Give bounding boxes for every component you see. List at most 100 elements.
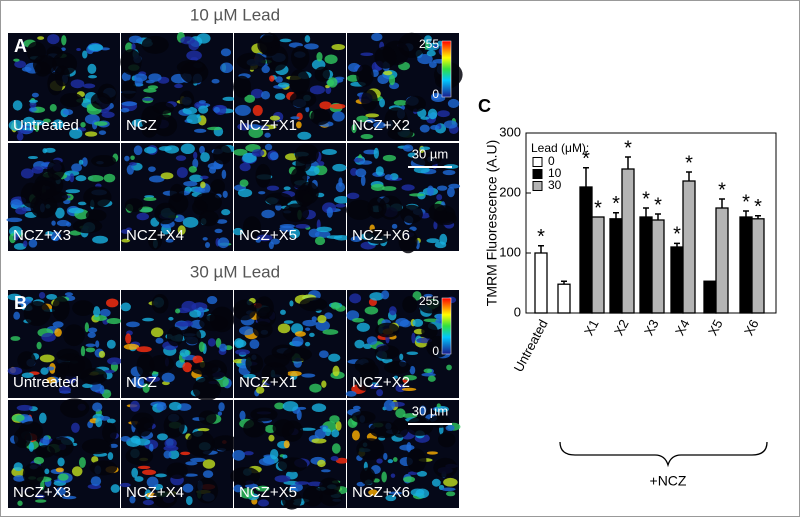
cell-signal <box>283 186 291 191</box>
cell-signal <box>446 364 452 371</box>
cell-signal <box>373 121 386 129</box>
cell-signal <box>443 477 458 487</box>
panel-title: 30 µM Lead <box>190 262 280 281</box>
significance-star: * <box>582 148 590 170</box>
cell-signal <box>249 339 260 350</box>
cell-void <box>136 417 153 437</box>
cell-signal <box>218 402 225 412</box>
cell-signal <box>324 54 338 65</box>
cell-void <box>46 46 63 60</box>
image-label: NCZ+X1 <box>239 117 297 134</box>
cell-signal <box>381 471 387 483</box>
y-tick-label: 300 <box>499 124 521 139</box>
cell-void <box>384 361 411 375</box>
cell-signal <box>144 146 157 154</box>
cell-signal <box>376 458 383 464</box>
cell-signal <box>85 347 96 353</box>
cell-signal <box>359 160 373 165</box>
cell-void <box>255 163 271 188</box>
cell-signal <box>137 465 151 470</box>
error-bar <box>613 212 619 219</box>
cell-void <box>60 93 84 108</box>
cell-signal <box>383 70 393 76</box>
bar <box>682 180 696 314</box>
cell-signal <box>180 36 195 45</box>
cell-signal <box>332 365 340 377</box>
colorbar-min: 0 <box>432 344 439 358</box>
cell-signal <box>412 318 424 327</box>
cell-void <box>121 80 137 99</box>
cell-signal <box>99 385 105 395</box>
cell-signal <box>202 459 216 469</box>
cell-signal <box>330 103 346 110</box>
cell-signal <box>317 459 326 468</box>
cell-signal <box>399 319 412 328</box>
cell-signal <box>197 427 210 432</box>
cell-void <box>59 398 90 418</box>
cell-signal <box>280 309 286 315</box>
significance-star: * <box>642 188 650 210</box>
cell-signal <box>211 78 220 84</box>
cell-signal <box>198 341 205 353</box>
cell-signal <box>131 43 136 51</box>
colorbar <box>441 40 452 98</box>
cell-signal <box>176 167 188 178</box>
cell-void <box>13 428 31 449</box>
cell-void <box>89 460 118 476</box>
cell-signal <box>274 475 291 483</box>
cell-void <box>406 448 427 473</box>
cell-void <box>289 69 310 95</box>
cell-signal <box>239 326 255 336</box>
cell-signal <box>76 48 81 52</box>
significance-star: * <box>612 193 620 215</box>
cell-signal <box>427 108 438 120</box>
cell-signal <box>437 110 450 118</box>
cell-signal <box>107 452 114 461</box>
cell-signal <box>299 427 316 431</box>
cell-signal <box>352 317 365 323</box>
cell-signal <box>182 106 198 115</box>
cell-signal <box>186 50 202 61</box>
cell-signal <box>384 174 393 181</box>
cell-signal <box>82 383 93 388</box>
cell-signal <box>335 203 346 208</box>
x-tick-label: X6 <box>741 317 762 338</box>
cell-signal <box>268 434 275 442</box>
cell-signal <box>181 300 197 312</box>
cell-signal <box>175 308 181 314</box>
cell-signal <box>46 366 55 371</box>
cell-signal <box>331 443 341 454</box>
cell-signal <box>360 175 366 187</box>
colorbar-max: 255 <box>419 294 439 308</box>
cell-signal <box>217 237 230 249</box>
cell-signal <box>237 123 252 131</box>
cell-signal <box>13 311 21 320</box>
cell-signal <box>51 220 56 226</box>
cell-signal <box>141 469 157 475</box>
cell-signal <box>289 228 301 239</box>
cell-signal <box>412 291 422 301</box>
cell-signal <box>282 401 299 412</box>
cell-void <box>272 419 295 437</box>
cell-signal <box>161 372 175 383</box>
cell-signal <box>17 298 32 306</box>
cell-void <box>438 432 456 448</box>
cell-void <box>230 466 261 485</box>
cell-signal <box>222 96 236 101</box>
cell-signal <box>433 221 438 230</box>
error-bar <box>643 207 649 217</box>
legend-label: 30 <box>548 178 562 192</box>
cell-void <box>236 52 266 70</box>
cell-signal <box>52 119 64 130</box>
cell-signal <box>40 367 49 375</box>
cell-void <box>198 410 217 425</box>
cell-signal <box>388 74 396 86</box>
cell-signal <box>130 155 135 161</box>
cell-signal <box>264 132 271 138</box>
cell-signal <box>314 428 326 439</box>
cell-signal <box>163 450 172 459</box>
cell-signal <box>148 166 156 172</box>
cell-void <box>391 418 409 438</box>
cell-signal <box>47 34 60 45</box>
